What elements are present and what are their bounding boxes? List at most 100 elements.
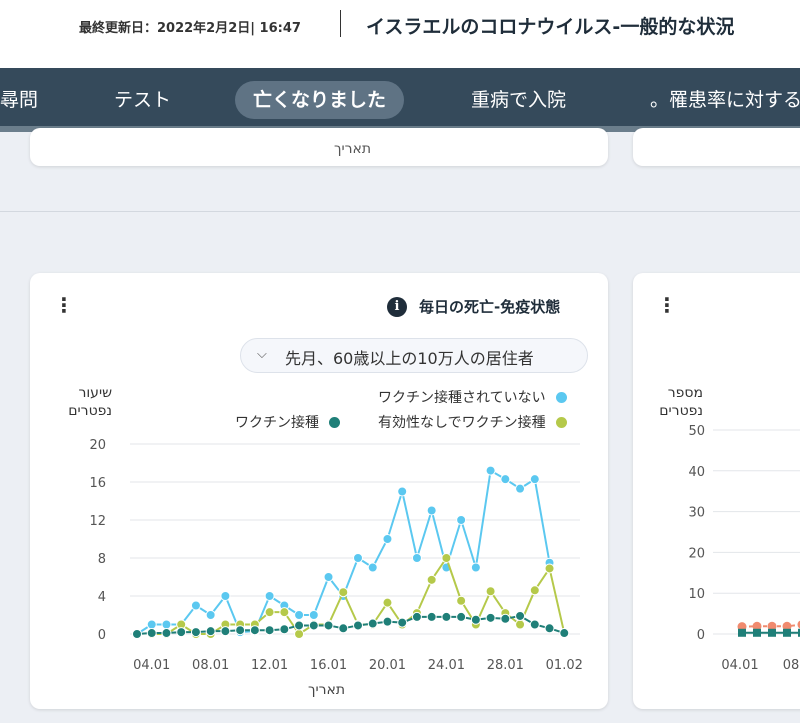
data-point: [264, 607, 275, 618]
y-tick-label: 0: [98, 628, 106, 643]
side-y-axis-label: מספר נפטרים: [659, 385, 703, 419]
data-point: [279, 607, 290, 618]
x-tick-label: 08: [783, 658, 800, 673]
side-line-chart: 50 40 30 20 10 0 04.01 08: [688, 424, 800, 673]
y-tick-label: 50: [688, 424, 705, 439]
data-point: [797, 620, 800, 629]
tab-questioning[interactable]: 尋問: [0, 89, 39, 111]
legend-dot-icon: [556, 417, 568, 428]
data-point: [382, 534, 393, 544]
data-point: [190, 600, 201, 611]
data-point: [782, 621, 792, 631]
data-point: [783, 628, 791, 637]
legend-dot-icon: [556, 392, 568, 403]
last-updated: 最終更新日：2022年2月2日| 16:47: [79, 21, 301, 36]
y-tick-label: 0: [697, 628, 705, 643]
data-point: [768, 628, 776, 637]
x-tick-label: 04.01: [721, 658, 758, 673]
x-tick-label: 12.01: [251, 658, 288, 673]
tab-tests[interactable]: テスト: [114, 89, 172, 111]
card-menu-icon[interactable]: ⋮: [657, 293, 677, 317]
data-point: [338, 623, 349, 634]
x-tick-label: 24.01: [428, 658, 465, 673]
data-point: [353, 620, 363, 631]
x-tick-label: 08.01: [192, 658, 229, 673]
data-point: [264, 591, 275, 601]
data-point: [738, 628, 746, 637]
deaths-by-immunity-card: ⋮ 毎日の死亡-免疫状態 i ⌵ 先月、60歳以上の10万人の居住者 שיעור…: [30, 273, 608, 709]
data-point: [161, 628, 172, 639]
data-point: [308, 620, 319, 631]
data-point: [382, 616, 393, 627]
y-tick-label: 40: [688, 465, 705, 480]
section-divider: [0, 211, 800, 212]
top-header: 最終更新日：2022年2月2日| 16:47 イスラエルのコロナウイルス-一般的…: [0, 0, 800, 68]
y-axis-label: שיעור נפטרים: [68, 385, 112, 419]
data-point: [367, 618, 378, 629]
data-point: [411, 611, 422, 622]
x-tick-label: 04.01: [133, 658, 170, 673]
info-icon[interactable]: i: [387, 297, 407, 317]
x-tick-label: 01.02: [546, 658, 583, 673]
data-point: [767, 621, 777, 631]
data-point: [264, 625, 275, 636]
card-menu-icon[interactable]: ⋮: [54, 293, 74, 317]
data-point: [559, 628, 570, 639]
data-point: [397, 486, 408, 497]
data-point: [529, 585, 540, 596]
data-point: [544, 563, 555, 574]
tab-morbidity[interactable]: 。罹患率に対する: [650, 89, 800, 111]
x-tick-label: 16.01: [310, 658, 347, 673]
data-point: [323, 572, 334, 582]
series-line: [136, 614, 565, 635]
card-title: 毎日の死亡-免疫状態: [419, 298, 561, 316]
y-tick-label: 20: [688, 546, 705, 561]
data-point: [294, 620, 305, 631]
data-point: [753, 628, 761, 637]
data-point: [426, 611, 437, 622]
tab-deaths[interactable]: 亡くなりました: [235, 81, 405, 119]
data-point: [456, 595, 467, 606]
legend-label: 有効性なしでワクチン接種: [378, 415, 546, 431]
data-point: [500, 613, 511, 624]
legend-unvaccinated[interactable]: ワクチン接種されていない: [378, 387, 568, 407]
data-point: [294, 629, 305, 639]
y-tick-label: 10: [688, 587, 705, 602]
data-point: [132, 629, 142, 639]
data-point: [397, 617, 408, 628]
prev-side-card: [633, 128, 800, 166]
data-point: [470, 614, 481, 625]
x-axis-label: תאריך: [308, 682, 346, 698]
data-point: [367, 562, 378, 573]
tab-hospitalized[interactable]: 重病で入院: [471, 89, 567, 111]
data-point: [323, 620, 334, 631]
data-point: [515, 610, 526, 621]
legend-expired-vaccination[interactable]: 有効性なしでワクチン接種: [378, 412, 568, 432]
data-point: [308, 610, 319, 620]
deaths-count-card: ⋮ מספר נפטרים 50 40 30 20 10 0 04.01 08: [633, 273, 800, 709]
y-tick-label: 4: [98, 590, 106, 605]
data-point: [456, 515, 467, 525]
deaths-line-chart: 0 4 8 12 16 20 04.01 08.01 12.01 16.01 20.01 24.01 2…: [89, 438, 583, 673]
data-point: [294, 610, 305, 620]
header-divider: [340, 10, 341, 37]
legend-label: ワクチン接種されていない: [378, 390, 546, 406]
data-point: [411, 553, 422, 563]
legend-vaccinated[interactable]: ワクチン接種: [235, 412, 341, 432]
legend-label: ワクチン接種: [235, 415, 319, 431]
prev-xaxis-label: תאריך: [334, 141, 372, 157]
period-filter-dropdown[interactable]: ⌵ 先月、60歳以上の10万人の居住者: [240, 338, 588, 373]
data-point: [205, 626, 216, 637]
filter-label: 先月、60歳以上の10万人の居住者: [285, 349, 534, 368]
legend-dot-icon: [329, 417, 341, 428]
page-title: イスラエルのコロナウイルス-一般的な状況: [366, 16, 735, 38]
data-point: [426, 574, 437, 585]
data-point: [426, 505, 437, 516]
data-point: [190, 627, 201, 638]
data-point: [529, 619, 540, 630]
x-tick-label: 20.01: [369, 658, 406, 673]
data-point: [161, 619, 172, 630]
y-tick-label: 30: [688, 506, 705, 521]
data-point: [515, 619, 526, 630]
chevron-down-icon: ⌵: [257, 347, 267, 362]
